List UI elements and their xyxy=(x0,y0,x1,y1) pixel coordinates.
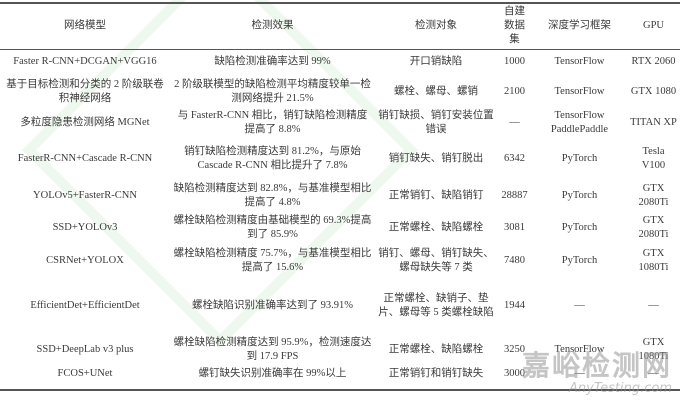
table-cell: 3250 xyxy=(504,344,525,355)
table-cell: TensorFlow xyxy=(554,56,605,67)
column-header: 深度学习框架 xyxy=(548,20,611,31)
table-cell: SSD+YOLOv3 xyxy=(52,221,118,233)
table-cell: SSD+DeepLab v3 plus xyxy=(36,344,134,355)
table-cell: TensorFlow PaddlePaddle xyxy=(550,110,609,135)
table-cell: 6342 xyxy=(504,153,525,164)
header-rule xyxy=(0,49,680,50)
top-rule xyxy=(0,2,680,4)
table-cell: 开口销缺陷 xyxy=(409,56,463,67)
table-cell: Faster R-CNN+DCGAN+VGG16 xyxy=(13,56,157,67)
table-row: SSD+YOLOv3 螺栓缺陷检测精度由基础模型的 69.3%提高到了 85.9%… xyxy=(0,211,680,244)
column-header: 检测对象 xyxy=(415,20,457,31)
table-cell: 螺栓缺陷检测精度由基础模型的 69.3%提高到了 85.9% xyxy=(173,214,372,240)
table-cell: 螺栓缺陷检测精度 75.7%，与基准模型相比提高了 15.6% xyxy=(173,248,372,273)
table-body: Faster R-CNN+DCGAN+VGG16 缺陷检测准确率达到 99% 开口销… xyxy=(0,48,680,382)
column-header: 检测效果 xyxy=(251,20,294,31)
table-cell: 多粒度隐患检测网络 MGNet xyxy=(20,117,150,128)
table-cell: 螺栓缺陷识别准确率达到了 93.91% xyxy=(192,300,353,311)
table-cell: 螺栓缺陷检测精度达到 95.9%，检测速度达到 17.9 FPS xyxy=(173,337,372,362)
table-cell: RTX 2060 xyxy=(631,56,676,67)
table-cell: 螺栓、螺母、螺销 xyxy=(394,86,478,97)
table-cell: 销钉缺失、销钉脱出 xyxy=(388,153,484,164)
table-cell: — xyxy=(648,300,659,311)
table-cell: PyTorch xyxy=(561,153,598,164)
table-cell: YOLOv5+FasterR-CNN xyxy=(33,189,137,201)
table-cell: 基于目标检测和分类的 2 阶级联卷积神经网络 xyxy=(6,79,164,104)
table-cell: GTX 1080Ti xyxy=(638,248,669,273)
table-cell: — xyxy=(574,300,585,311)
table-cell: 3000 xyxy=(504,368,525,379)
table-cell: 2 阶级联模型的缺陷检测平均精度较单一检测网络提升 21.5% xyxy=(174,79,371,104)
table-cell: 1000 xyxy=(504,56,525,67)
table-cell: Tesla V100 xyxy=(641,146,666,171)
table-cell: FCOS+UNet xyxy=(57,368,113,379)
table-cell: 正常螺栓、缺陷螺栓 xyxy=(388,344,484,355)
table-cell: GTX 1080Ti xyxy=(638,337,669,362)
table-row: YOLOv5+FasterR-CNN 缺陷检测精度达到 82.8%，与基准模型相比… xyxy=(0,180,680,211)
table-cell: 正常销钉、缺陷销钉 xyxy=(388,189,484,201)
table-cell: 螺钉缺失识别准确率在 99%以上 xyxy=(198,368,347,379)
table-cell: 3081 xyxy=(504,221,525,233)
table-cell: TensorFlow xyxy=(554,344,605,355)
table-cell: TITAN XP xyxy=(630,117,677,128)
table-cell: — xyxy=(648,368,659,379)
table-cell: 正常销钉和销钉缺失 xyxy=(388,368,484,379)
table-cell: TensorFlow xyxy=(554,86,605,97)
table-cell: GTX 1080 xyxy=(630,86,677,97)
comparison-table: 网络模型 检测效果 检测对象 自建数据集 深度学习框架 GPU Faster R-CNN+… xyxy=(0,4,680,382)
table-cell: 与 FasterR-CNN 相比，销钉缺陷检测精度提高了 8.8% xyxy=(177,110,368,135)
column-header: 网络模型 xyxy=(64,20,106,31)
table-cell: GTX 2080Ti xyxy=(638,214,669,240)
table-cell: 1944 xyxy=(504,300,525,311)
table-cell: 缺陷检测准确率达到 99% xyxy=(214,56,331,67)
table-cell: PyTorch xyxy=(561,255,598,266)
table-row: CSRNet+YOLOX 螺栓缺陷检测精度 75.7%，与基准模型相比提高了 15… xyxy=(0,244,680,278)
table-cell: CSRNet+YOLOX xyxy=(46,255,124,266)
table-cell: 28887 xyxy=(501,189,528,201)
table-cell: 7480 xyxy=(504,255,525,266)
table-cell: 销钉、螺母、销钉缺失、螺母缺失等 7 类 xyxy=(378,248,494,273)
table-row: 基于目标检测和分类的 2 阶级联卷积神经网络 2 阶级联模型的缺陷检测平均精度较单… xyxy=(0,76,680,108)
table-cell: 销钉缺陷检测精度达到 81.2%，与原始 Cascade R-CNN 相比提升了… xyxy=(184,146,361,171)
table-row: Faster R-CNN+DCGAN+VGG16 缺陷检测准确率达到 99% 开口销… xyxy=(0,48,680,76)
table-cell: GTX 2080Ti xyxy=(638,182,669,208)
table-cell: EfficientDet+EfficientDet xyxy=(30,300,140,311)
column-header: GPU xyxy=(642,20,664,31)
header-row: 网络模型 检测效果 检测对象 自建数据集 深度学习框架 GPU xyxy=(0,4,680,48)
table-row: 多粒度隐患检测网络 MGNet 与 FasterR-CNN 相比，销钉缺陷检测精度… xyxy=(0,108,680,138)
table-cell: — xyxy=(509,117,520,128)
table-row: EfficientDet+EfficientDet 螺栓缺陷识别准确率达到了 93… xyxy=(0,278,680,334)
table-cell: PyTorch xyxy=(561,221,598,233)
table-cell: 正常螺栓、缺销子、垫片、螺母等 5 类螺栓缺陷 xyxy=(378,293,494,318)
table-row: FCOS+UNet 螺钉缺失识别准确率在 99%以上 正常销钉和销钉缺失 3000 — — xyxy=(0,366,680,382)
column-header: 自建数据集 xyxy=(504,6,525,45)
table-cell: PyTorch xyxy=(561,189,598,201)
table-cell: FasterR-CNN+Cascade R-CNN xyxy=(17,153,153,164)
table-cell: 2100 xyxy=(504,86,525,97)
table-cell: 销钉缺损、销钉安装位置错误 xyxy=(378,110,494,135)
table-cell: 缺陷检测精度达到 82.8%，与基准模型相比提高了 4.8% xyxy=(173,182,372,208)
table-row: SSD+DeepLab v3 plus 螺栓缺陷检测精度达到 95.9%，检测速度… xyxy=(0,334,680,366)
table-row: FasterR-CNN+Cascade R-CNN 销钉缺陷检测精度达到 81.2… xyxy=(0,138,680,180)
table-cell: — xyxy=(574,368,585,379)
bottom-rule xyxy=(0,389,680,391)
table-cell: 正常螺栓、缺陷螺栓 xyxy=(388,221,484,233)
